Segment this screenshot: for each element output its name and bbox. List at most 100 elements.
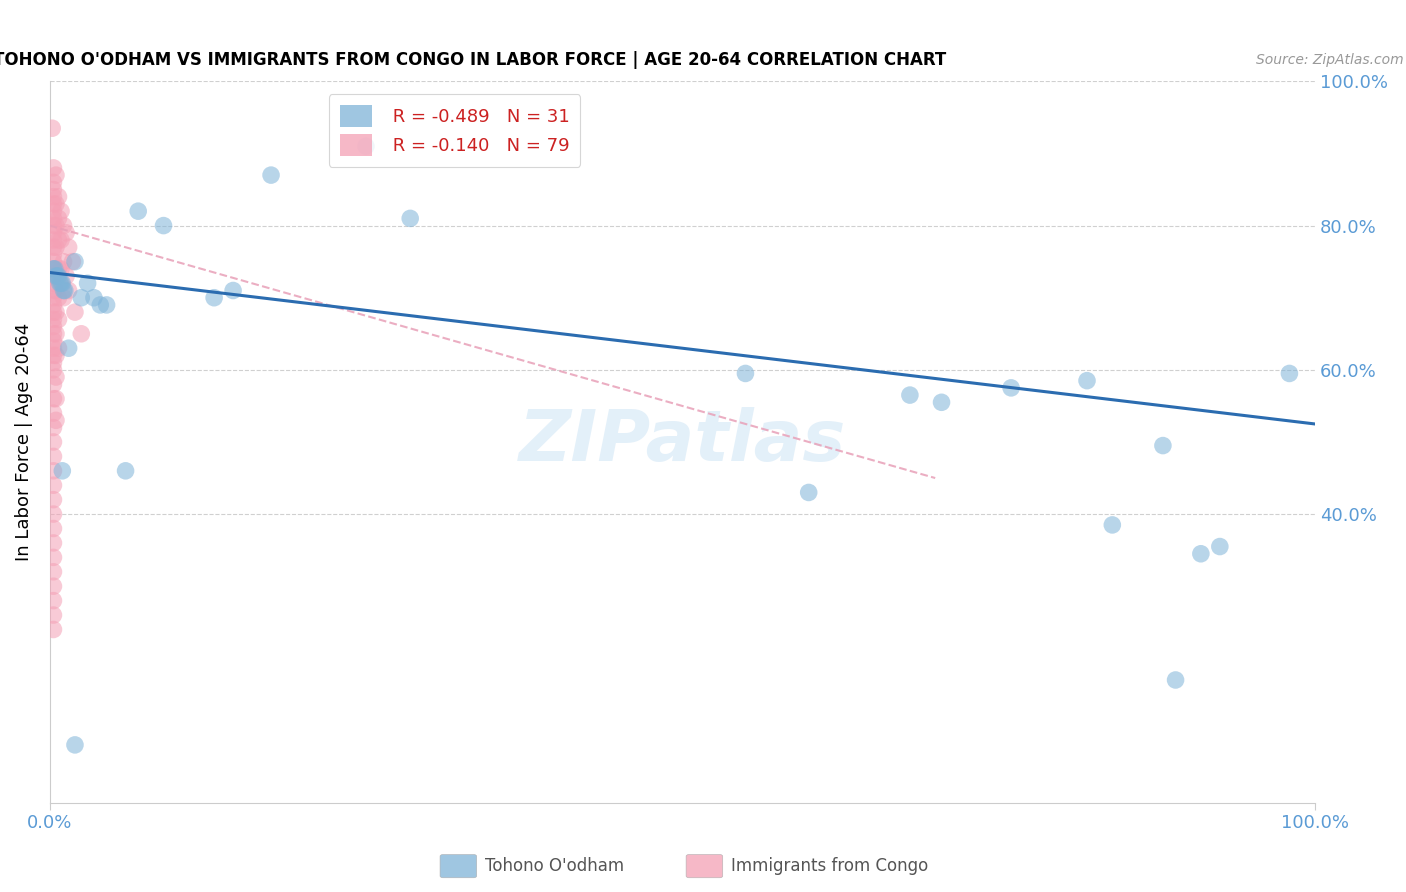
Point — [55, 226, 77, 240]
Point — [89, 298, 111, 312]
Point — [48, 190, 70, 204]
Point — [42, 623, 65, 637]
Point — [42, 233, 65, 247]
Point — [45, 219, 67, 233]
Point — [42, 291, 65, 305]
Point — [127, 204, 149, 219]
Point — [58, 240, 80, 254]
Point — [42, 464, 65, 478]
Point — [63, 305, 86, 319]
Point — [42, 211, 65, 226]
Point — [898, 388, 921, 402]
Point — [62, 254, 84, 268]
Point — [42, 377, 65, 392]
Point — [42, 492, 65, 507]
Point — [45, 370, 67, 384]
Point — [42, 284, 65, 298]
Point — [42, 182, 65, 196]
Point — [58, 341, 80, 355]
Point — [42, 269, 65, 284]
Text: Tohono O'odham: Tohono O'odham — [485, 857, 624, 875]
Point — [42, 226, 65, 240]
Text: Source: ZipAtlas.com: Source: ZipAtlas.com — [1256, 53, 1403, 67]
Point — [46, 269, 69, 284]
Point — [55, 269, 77, 284]
Point — [52, 284, 75, 298]
Point — [42, 175, 65, 189]
Point — [260, 168, 283, 182]
Point — [354, 139, 377, 153]
Point — [45, 269, 67, 284]
Point — [42, 298, 65, 312]
Point — [48, 341, 70, 355]
Point — [48, 269, 70, 284]
Point — [1209, 540, 1232, 554]
Point — [42, 204, 65, 219]
Point — [45, 413, 67, 427]
Point — [45, 240, 67, 254]
Point — [48, 291, 70, 305]
Text: Immigrants from Congo: Immigrants from Congo — [731, 857, 928, 875]
Point — [48, 211, 70, 226]
Point — [42, 507, 65, 521]
Point — [42, 277, 65, 291]
Point — [42, 536, 65, 550]
Point — [1189, 547, 1212, 561]
Point — [797, 485, 820, 500]
Point — [202, 291, 225, 305]
Text: TOHONO O'ODHAM VS IMMIGRANTS FROM CONGO IN LABOR FORCE | AGE 20-64 CORRELATION C: TOHONO O'ODHAM VS IMMIGRANTS FROM CONGO … — [0, 51, 946, 69]
Point — [42, 550, 65, 565]
Point — [42, 247, 65, 261]
Point — [53, 284, 76, 298]
Point — [222, 284, 245, 298]
Point — [63, 254, 86, 268]
Point — [42, 363, 65, 377]
Point — [49, 277, 72, 291]
Text: ZIPatlas: ZIPatlas — [519, 408, 846, 476]
Point — [42, 261, 65, 276]
Point — [58, 284, 80, 298]
Point — [42, 261, 65, 276]
Y-axis label: In Labor Force | Age 20-64: In Labor Force | Age 20-64 — [15, 323, 32, 561]
Point — [42, 579, 65, 593]
Point — [734, 367, 756, 381]
Point — [42, 565, 65, 579]
Point — [52, 254, 75, 268]
Point — [1164, 673, 1187, 687]
Point — [1152, 439, 1174, 453]
Point — [42, 334, 65, 348]
Point — [42, 478, 65, 492]
Point — [42, 219, 65, 233]
Point — [49, 277, 72, 291]
Point — [1076, 374, 1098, 388]
Point — [42, 356, 65, 370]
Point — [45, 326, 67, 341]
Point — [152, 219, 174, 233]
Point — [45, 348, 67, 362]
Point — [42, 522, 65, 536]
Point — [42, 326, 65, 341]
Point — [49, 204, 72, 219]
Point — [1278, 367, 1301, 381]
Point — [1000, 381, 1022, 395]
Point — [114, 464, 136, 478]
Point — [931, 395, 953, 409]
Point — [70, 326, 93, 341]
Point — [76, 277, 98, 291]
Point — [42, 190, 65, 204]
Point — [52, 291, 75, 305]
Point — [44, 261, 66, 276]
Point — [45, 261, 67, 276]
Point — [45, 168, 67, 182]
Point — [45, 197, 67, 211]
Point — [42, 197, 65, 211]
Point — [96, 298, 118, 312]
Point — [48, 261, 70, 276]
Point — [63, 738, 86, 752]
Legend:  R = -0.489   N = 31,  R = -0.140   N = 79: R = -0.489 N = 31, R = -0.140 N = 79 — [329, 94, 581, 167]
Point — [42, 392, 65, 406]
Point — [42, 348, 65, 362]
Point — [1101, 517, 1123, 532]
Point — [42, 406, 65, 420]
Point — [45, 284, 67, 298]
